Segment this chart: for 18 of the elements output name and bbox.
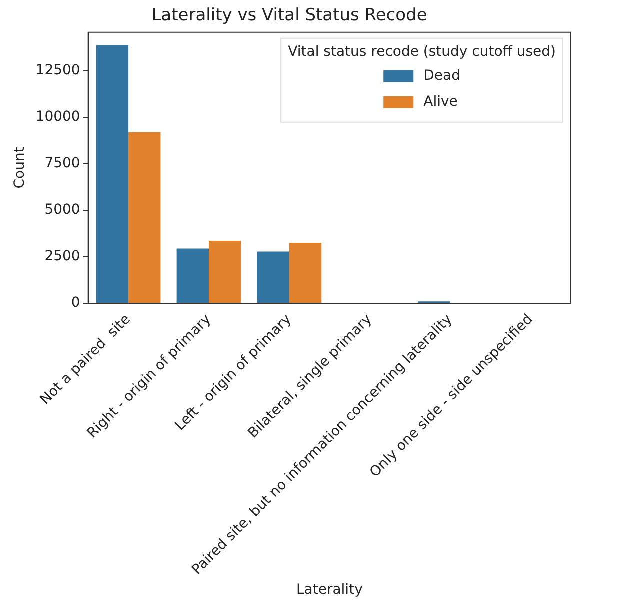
y-tick-label: 0: [71, 295, 80, 312]
bar: [257, 252, 290, 303]
y-tick-label: 10000: [36, 109, 80, 126]
bar: [96, 45, 129, 303]
chart-title: Laterality vs Vital Status Recode: [152, 6, 428, 26]
bar: [289, 243, 322, 303]
bar: [128, 132, 161, 303]
y-tick-label: 7500: [44, 156, 80, 172]
x-axis-title: Laterality: [296, 582, 363, 598]
bar: [176, 248, 209, 303]
y-tick-label: 2500: [44, 248, 80, 265]
y-axis-title: Count: [12, 146, 28, 189]
y-tick-label: 12500: [36, 62, 80, 79]
legend-label: Alive: [424, 94, 458, 110]
y-tick-label: 5000: [44, 202, 80, 218]
bar: [209, 240, 242, 303]
legend-label: Dead: [424, 68, 460, 84]
legend-title: Vital status recode (study cutoff used): [288, 44, 556, 60]
